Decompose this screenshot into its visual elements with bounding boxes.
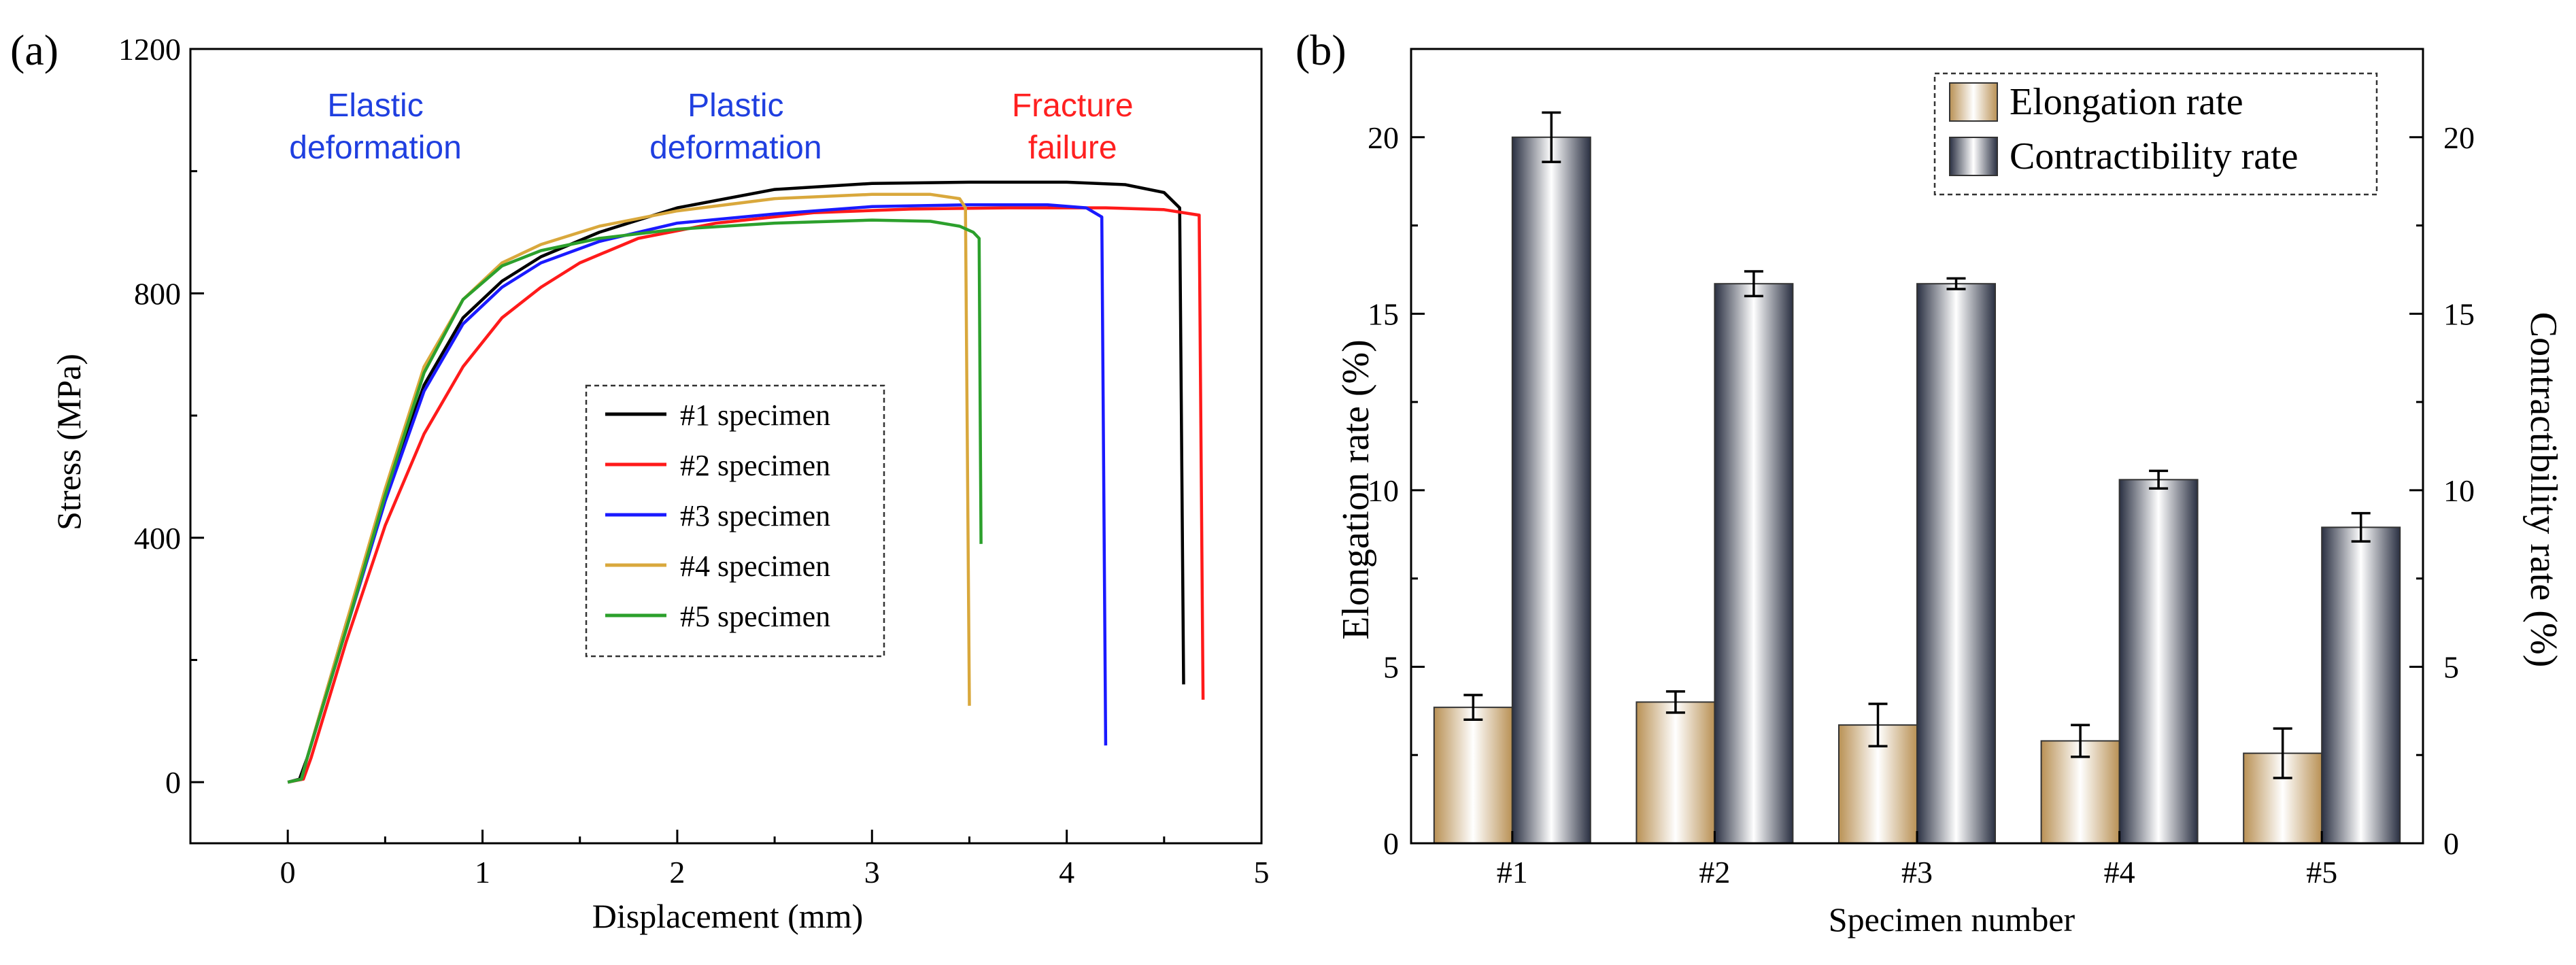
- legend-label-specimen-1: #1 specimen: [680, 399, 830, 432]
- annotation-plastic-line-1: Plastic: [688, 88, 783, 124]
- annotation-elastic-line-2: deformation: [289, 130, 461, 166]
- panel-a-series: [287, 180, 1205, 784]
- panel-a-x-axis-label: Displacement (mm): [592, 897, 864, 935]
- panel-a-legend-box: [585, 384, 885, 658]
- bar-contractibility-4: [2118, 479, 2199, 844]
- panel-b-rate-bar-chart: (b) #1 #2 #3 #4 #5 0 0 5 5 10 10 15 15 20 20 Specimen …: [1295, 26, 2564, 938]
- panel-a-plot-frame: [189, 48, 1263, 845]
- bar-elongation-1: [1433, 707, 1513, 844]
- legend-label-specimen-2: #2 specimen: [680, 449, 830, 482]
- panel-b-legend: Elongation rate Contractibility rate: [1933, 72, 2378, 196]
- bar-elongation-2: [1636, 701, 1716, 845]
- panel-a-y-axis-label: Stress (MPa): [50, 354, 88, 530]
- x-tick-label-3: 3: [864, 855, 880, 890]
- annotation-plastic-line-2: deformation: [649, 130, 821, 166]
- y-tick-label-right-5: 5: [2443, 649, 2459, 684]
- category-label-2: #2: [1699, 855, 1730, 890]
- series-line-specimen-2: [287, 206, 1205, 784]
- y-tick-label-left-0: 0: [1383, 826, 1399, 861]
- panel-b-x-axis-label: Specimen number: [1829, 900, 2075, 938]
- panel-a-axes: 0 1 2 3 4 5 0 400 800 1200: [118, 32, 1270, 890]
- category-label-1: #1: [1497, 855, 1528, 890]
- category-label-5: #5: [2306, 855, 2337, 890]
- series-line-specimen-5: [287, 218, 983, 784]
- legend-label-specimen-3: #3 specimen: [680, 499, 830, 532]
- annotation-fracture-line-2: failure: [1028, 130, 1117, 166]
- x-tick-label-2: 2: [669, 855, 685, 890]
- panel-b-axes: #1 #2 #3 #4 #5 0 0 5 5 10 10 15 15 20 20: [1368, 48, 2475, 890]
- panel-b-bars: [1433, 111, 2401, 845]
- x-tick-label-5: 5: [1254, 855, 1270, 890]
- bar-contractibility-5: [2321, 526, 2401, 844]
- y-tick-label-left-5: 5: [1383, 649, 1399, 684]
- x-tick-label-1: 1: [475, 855, 490, 890]
- panel-a-annotations: Elastic deformation Plastic deformation Frac…: [289, 88, 1133, 166]
- x-tick-label-0: 0: [280, 855, 296, 890]
- y-tick-label-right-0: 0: [2443, 826, 2459, 861]
- panel-b-legend-box: [1933, 72, 2378, 196]
- bar-contractibility-2: [1714, 283, 1794, 845]
- legend-label-specimen-4: #4 specimen: [680, 549, 830, 583]
- panel-a-label: (a): [10, 26, 58, 74]
- category-label-4: #4: [2104, 855, 2135, 890]
- y-tick-label-right-20: 20: [2443, 120, 2475, 155]
- panel-a-legend: #1 specimen #2 specimen #3 specimen #4 spec…: [585, 384, 885, 658]
- y-tick-label-left-20: 20: [1368, 120, 1399, 155]
- y-tick-label-1200: 1200: [118, 32, 181, 67]
- legend-label-contractibility: Contractibility rate: [2010, 135, 2299, 177]
- panel-b-y2-axis-label: Contractibility rate (%): [2522, 312, 2564, 667]
- category-label-3: #3: [1901, 855, 1933, 890]
- y-tick-label-left-10: 10: [1368, 473, 1399, 508]
- legend-label-specimen-5: #5 specimen: [680, 600, 830, 633]
- panel-a-stress-displacement-chart: (a) Elastic deformation Plastic deformation…: [10, 26, 1270, 935]
- y-tick-label-left-15: 15: [1368, 297, 1399, 331]
- panel-b-y-axis-label: Elongation rate (%): [1335, 339, 1377, 640]
- y-tick-label-right-10: 10: [2443, 473, 2475, 508]
- legend-swatch-contractibility: [1949, 137, 1998, 176]
- bar-contractibility-1: [1511, 136, 1591, 844]
- annotation-elastic-line-1: Elastic: [327, 88, 423, 124]
- legend-label-elongation: Elongation rate: [2010, 81, 2243, 123]
- legend-swatch-elongation: [1949, 82, 1998, 122]
- y-tick-label-800: 800: [134, 276, 181, 311]
- panel-b-label: (b): [1295, 26, 1346, 74]
- bar-contractibility-3: [1916, 283, 1996, 845]
- y-tick-label-right-15: 15: [2443, 297, 2475, 331]
- y-tick-label-0: 0: [165, 765, 181, 800]
- x-tick-label-4: 4: [1059, 855, 1074, 890]
- y-tick-label-400: 400: [134, 521, 181, 556]
- annotation-fracture-line-1: Fracture: [1012, 88, 1134, 124]
